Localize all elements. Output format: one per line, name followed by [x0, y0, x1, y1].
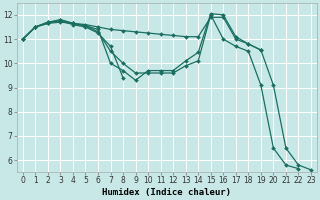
X-axis label: Humidex (Indice chaleur): Humidex (Indice chaleur) [102, 188, 231, 197]
